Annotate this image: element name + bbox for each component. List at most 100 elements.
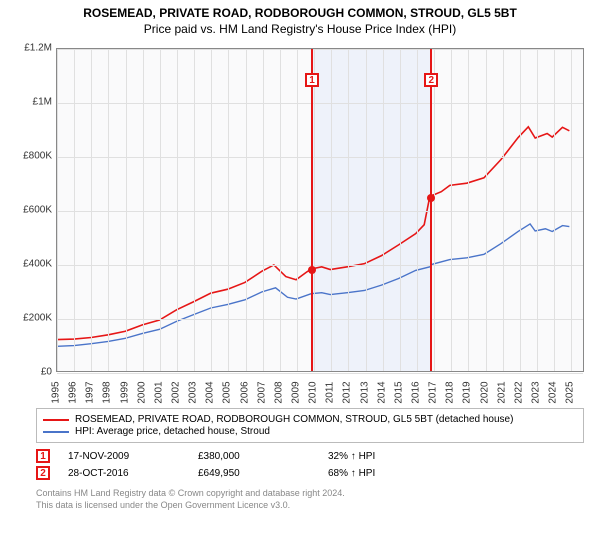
gridline-h: [57, 319, 583, 320]
x-axis-label: 2016: [411, 381, 422, 403]
x-axis-label: 2001: [153, 381, 164, 403]
shade-border: [311, 49, 313, 371]
chart-title: ROSEMEAD, PRIVATE ROAD, RODBOROUGH COMMO…: [10, 6, 590, 20]
y-axis-label: £800K: [10, 151, 52, 162]
footer-line-1: Contains HM Land Registry data © Crown c…: [36, 488, 590, 500]
gridline-v: [348, 49, 349, 371]
gridline-h: [57, 373, 583, 374]
legend-box: ROSEMEAD, PRIVATE ROAD, RODBOROUGH COMMO…: [36, 408, 584, 443]
gridline-v: [451, 49, 452, 371]
x-axis-label: 1996: [68, 381, 79, 403]
x-axis-label: 2003: [188, 381, 199, 403]
y-axis-label: £400K: [10, 259, 52, 270]
chart-lines: [57, 49, 583, 371]
gridline-v: [366, 49, 367, 371]
legend-label: HPI: Average price, detached house, Stro…: [75, 426, 270, 437]
gridline-v: [554, 49, 555, 371]
x-axis-label: 2019: [462, 381, 473, 403]
sale-date: 28-OCT-2016: [68, 468, 198, 479]
x-axis-label: 1997: [85, 381, 96, 403]
x-axis-label: 2013: [359, 381, 370, 403]
y-axis-label: £200K: [10, 313, 52, 324]
sale-point-dot: [308, 266, 316, 274]
gridline-v: [314, 49, 315, 371]
y-axis-label: £0: [10, 367, 52, 378]
footer-line-2: This data is licensed under the Open Gov…: [36, 500, 590, 512]
plot-area: 12: [56, 48, 584, 372]
x-axis-label: 1995: [51, 381, 62, 403]
x-axis-label: 2004: [205, 381, 216, 403]
x-axis-label: 2007: [256, 381, 267, 403]
sales-table: 117-NOV-2009£380,00032% ↑ HPI 2 28-OCT-201…: [36, 449, 584, 480]
gridline-v: [108, 49, 109, 371]
x-axis-label: 2005: [222, 381, 233, 403]
gridline-h: [57, 157, 583, 158]
y-axis-label: £600K: [10, 205, 52, 216]
gridline-v: [486, 49, 487, 371]
gridline-v: [503, 49, 504, 371]
gridline-v: [468, 49, 469, 371]
gridline-v: [211, 49, 212, 371]
y-axis-label: £1M: [10, 97, 52, 108]
x-axis-label: 2020: [479, 381, 490, 403]
x-axis-label: 2025: [565, 381, 576, 403]
x-axis-label: 2024: [548, 381, 559, 403]
chart-subtitle: Price paid vs. HM Land Registry's House …: [10, 22, 590, 36]
chart-header: ROSEMEAD, PRIVATE ROAD, RODBOROUGH COMMO…: [0, 0, 600, 38]
x-axis-label: 2023: [531, 381, 542, 403]
gridline-v: [57, 49, 58, 371]
gridline-v: [280, 49, 281, 371]
x-axis-label: 2021: [496, 381, 507, 403]
x-axis-label: 2012: [342, 381, 353, 403]
sale-badge: 2: [36, 466, 50, 480]
gridline-v: [126, 49, 127, 371]
gridline-h: [57, 265, 583, 266]
sale-point-dot: [427, 194, 435, 202]
legend-swatch: [43, 419, 69, 421]
gridline-v: [228, 49, 229, 371]
sale-price: £649,950: [198, 468, 328, 479]
gridline-v: [383, 49, 384, 371]
gridline-h: [57, 103, 583, 104]
x-axis-label: 2010: [308, 381, 319, 403]
legend-item: HPI: Average price, detached house, Stro…: [43, 426, 577, 437]
x-axis-label: 2014: [376, 381, 387, 403]
x-axis-label: 2017: [428, 381, 439, 403]
gridline-v: [194, 49, 195, 371]
gridline-h: [57, 49, 583, 50]
footer-attribution: Contains HM Land Registry data © Crown c…: [36, 488, 590, 511]
gridline-v: [417, 49, 418, 371]
x-axis-label: 2018: [445, 381, 456, 403]
sale-marker: 1: [305, 73, 319, 87]
gridline-v: [246, 49, 247, 371]
legend-swatch: [43, 431, 69, 433]
x-axis-label: 2000: [136, 381, 147, 403]
gridline-v: [263, 49, 264, 371]
sale-price: £380,000: [198, 451, 328, 462]
y-axis-label: £1.2M: [10, 43, 52, 54]
gridline-v: [331, 49, 332, 371]
x-axis-label: 2002: [171, 381, 182, 403]
gridline-v: [143, 49, 144, 371]
x-axis-label: 2009: [291, 381, 302, 403]
gridline-v: [177, 49, 178, 371]
x-axis-label: 2008: [273, 381, 284, 403]
shade-border: [430, 49, 432, 371]
sale-row: 228-OCT-2016£649,95068% ↑ HPI: [36, 466, 584, 480]
gridline-v: [520, 49, 521, 371]
x-axis-label: 2011: [325, 382, 336, 404]
gridline-v: [74, 49, 75, 371]
sale-badge: 1: [36, 449, 50, 463]
x-axis-label: 2006: [239, 381, 250, 403]
x-axis-label: 1999: [119, 381, 130, 403]
gridline-v: [400, 49, 401, 371]
gridline-v: [160, 49, 161, 371]
sale-delta: 32% ↑ HPI: [328, 451, 458, 462]
chart-container: 12 £0 £200K £400K £600K £800K £1M £1.2M 1995 199…: [10, 42, 590, 402]
gridline-v: [537, 49, 538, 371]
gridline-v: [297, 49, 298, 371]
x-axis-label: 1998: [102, 381, 113, 403]
sale-row: 117-NOV-2009£380,00032% ↑ HPI: [36, 449, 584, 463]
legend-label: ROSEMEAD, PRIVATE ROAD, RODBOROUGH COMMO…: [75, 414, 513, 425]
x-axis-label: 2015: [393, 381, 404, 403]
